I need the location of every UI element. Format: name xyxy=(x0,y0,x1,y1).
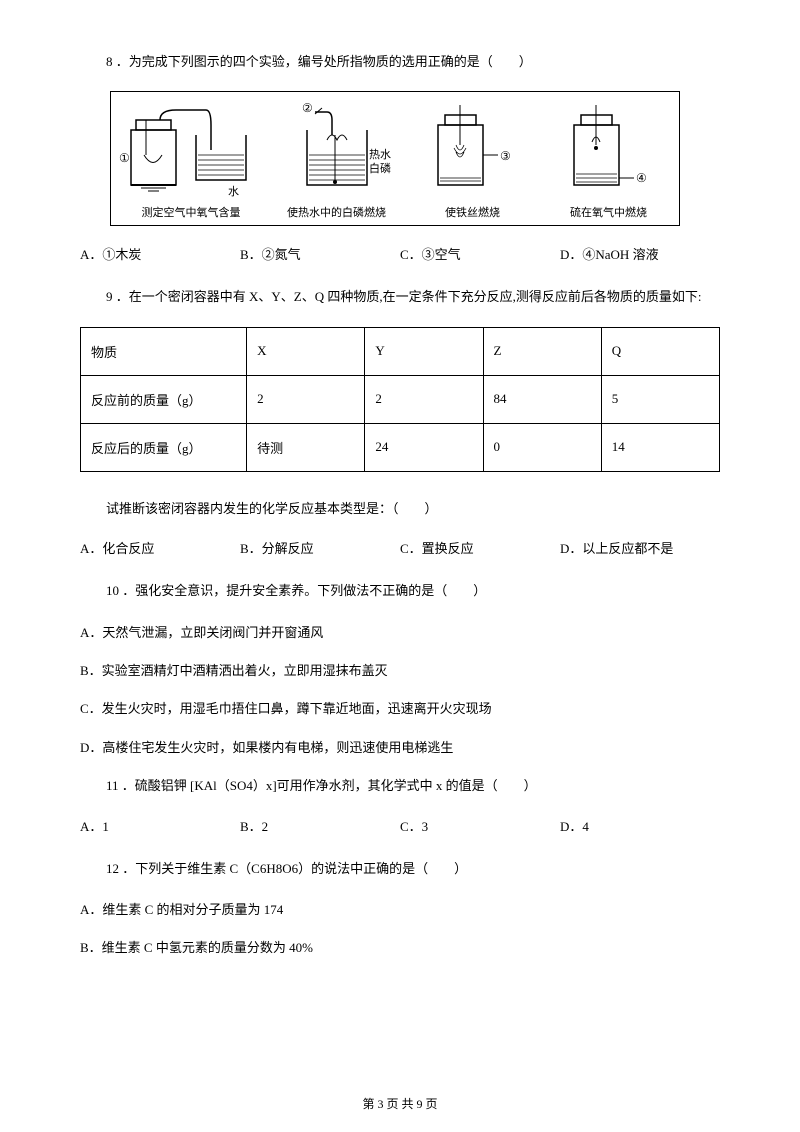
r2-q: 14 xyxy=(601,423,719,471)
th-substance: 物质 xyxy=(81,327,247,375)
th-x: X xyxy=(247,327,365,375)
r2-x: 待测 xyxy=(247,423,365,471)
circle-4: ④ xyxy=(636,171,647,185)
r2-y: 24 xyxy=(365,423,483,471)
apparatus-1: ① 水 测定空气中氧气含量 xyxy=(116,100,266,220)
q11-options: A．1 B．2 C．3 D．4 xyxy=(80,816,720,835)
circle-2: ② xyxy=(302,101,313,115)
svg-text:水: 水 xyxy=(228,185,239,198)
r1-label: 反应前的质量（g） xyxy=(81,375,247,423)
q9-options: A．化合反应 B．分解反应 C．置换反应 D．以上反应都不是 xyxy=(80,538,720,557)
q10-opt-c: C．发生火灾时，用湿毛巾捂住口鼻，蹲下靠近地面，迅速离开火灾现场 xyxy=(80,697,720,720)
q9-opt-a: A．化合反应 xyxy=(80,538,240,557)
q9-text: 9 ．在一个密闭容器中有 X、Y、Z、Q 四种物质,在一定条件下充分反应,测得反… xyxy=(80,285,720,308)
th-y: Y xyxy=(365,327,483,375)
q10-opt-a: A．天然气泄漏，立即关闭阀门并开窗通风 xyxy=(80,621,720,644)
svg-text:热水: 热水 xyxy=(369,148,391,161)
d4-label: 硫在氧气中燃烧 xyxy=(570,204,647,220)
q12-opt-a: A．维生素 C 的相对分子质量为 174 xyxy=(80,898,720,921)
svg-text:白磷: 白磷 xyxy=(369,161,391,175)
q11-opt-b: B．2 xyxy=(240,816,400,835)
apparatus-2: ② 热水 白磷 使热水中的白磷燃烧 xyxy=(271,100,402,220)
r1-q: 5 xyxy=(601,375,719,423)
experiment-diagram: ① 水 测定空气中氧气含量 ② 热水 白磷 使热水中的白磷燃烧 xyxy=(110,91,680,226)
page-footer: 第 3 页 共 9 页 xyxy=(0,1095,800,1112)
q10-text: 10 ．强化安全意识，提升安全素养。下列做法不正确的是（ ） xyxy=(80,579,720,602)
d2-label: 使热水中的白磷燃烧 xyxy=(287,204,386,220)
circle-1: ① xyxy=(119,151,130,165)
r2-label: 反应后的质量（g） xyxy=(81,423,247,471)
q11-opt-c: C．3 xyxy=(400,816,560,835)
q8-opt-a: A．①木炭 xyxy=(80,244,240,263)
d1-label: 测定空气中氧气含量 xyxy=(142,204,241,220)
q9-opt-d: D．以上反应都不是 xyxy=(560,538,720,557)
q10-opt-d: D．高楼住宅发生火灾时，如果楼内有电梯，则迅速使用电梯逃生 xyxy=(80,736,720,759)
q12-opt-b: B．维生素 C 中氢元素的质量分数为 40% xyxy=(80,936,720,959)
apparatus-4: ④ 硫在氧气中燃烧 xyxy=(543,100,674,220)
q9-opt-b: B．分解反应 xyxy=(240,538,400,557)
r1-x: 2 xyxy=(247,375,365,423)
r2-z: 0 xyxy=(483,423,601,471)
q8-options: A．①木炭 B．②氮气 C．③空气 D．④NaOH 溶液 xyxy=(80,244,720,263)
q8-opt-c: C．③空气 xyxy=(400,244,560,263)
circle-3: ③ xyxy=(500,149,511,163)
apparatus-3: ③ 使铁丝燃烧 xyxy=(407,100,538,220)
q9-subtext: 试推断该密闭容器内发生的化学反应基本类型是：（ ） xyxy=(80,497,720,520)
q8-opt-d: D．④NaOH 溶液 xyxy=(560,244,720,263)
q11-text: 11 ．硫酸铝钾 [KAl（SO4）x]可用作净水剂，其化学式中 x 的值是（ … xyxy=(80,774,720,797)
q10-opt-b: B．实验室酒精灯中酒精洒出着火，立即用湿抹布盖灭 xyxy=(80,659,720,682)
th-z: Z xyxy=(483,327,601,375)
r1-y: 2 xyxy=(365,375,483,423)
q12-text: 12 ．下列关于维生素 C（C6H8O6）的说法中正确的是（ ） xyxy=(80,857,720,880)
th-q: Q xyxy=(601,327,719,375)
d3-label: 使铁丝燃烧 xyxy=(445,204,500,220)
r1-z: 84 xyxy=(483,375,601,423)
q8-opt-b: B．②氮气 xyxy=(240,244,400,263)
q11-opt-d: D．4 xyxy=(560,816,720,835)
q9-opt-c: C．置换反应 xyxy=(400,538,560,557)
q9-table: 物质 X Y Z Q 反应前的质量（g） 2 2 84 5 反应后的质量（g） … xyxy=(80,327,720,472)
q8-text: 8 ．为完成下列图示的四个实验，编号处所指物质的选用正确的是（ ） xyxy=(80,50,720,73)
q11-opt-a: A．1 xyxy=(80,816,240,835)
